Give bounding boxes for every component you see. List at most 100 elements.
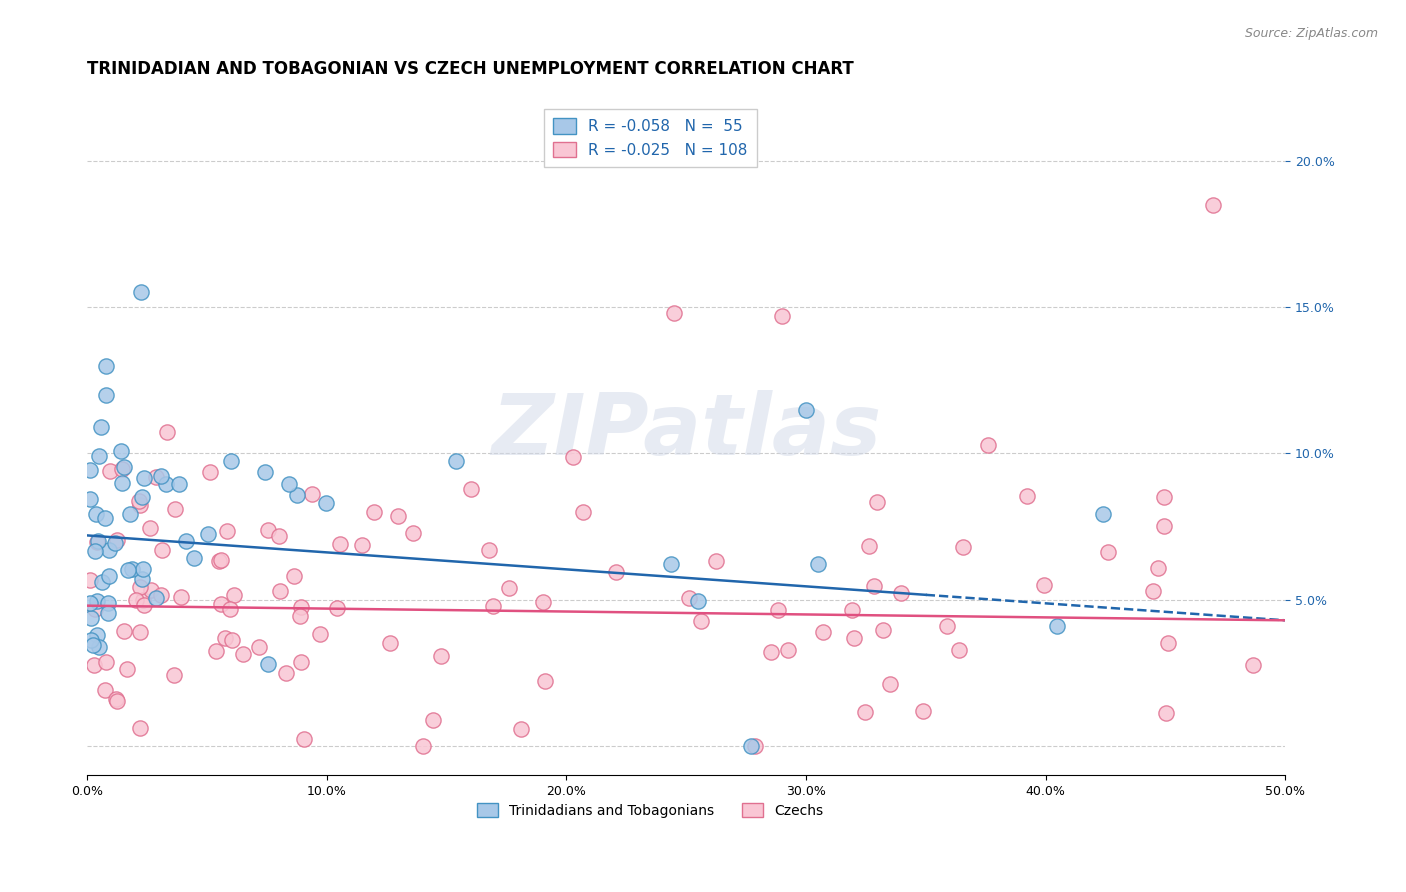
Point: [128, 625, 150, 640]
Point: [129, 722, 152, 736]
Point: [104, 692, 127, 706]
Point: [169, 476, 191, 491]
Point: [290, 599, 312, 614]
Point: [86, 593, 108, 607]
Point: [879, 677, 901, 691]
Point: [278, 476, 301, 491]
Point: [132, 592, 155, 607]
Point: [219, 454, 242, 468]
Point: [1092, 507, 1115, 521]
Point: [125, 593, 148, 607]
Point: [363, 505, 385, 519]
Text: TRINIDADIAN AND TOBAGONIAN VS CZECH UNEMPLOYMENT CORRELATION CHART: TRINIDADIAN AND TOBAGONIAN VS CZECH UNEM…: [87, 60, 853, 78]
Point: [183, 551, 205, 566]
Point: [430, 648, 453, 663]
Point: [744, 739, 766, 754]
Point: [387, 508, 409, 523]
Point: [1142, 584, 1164, 599]
Point: [269, 584, 291, 599]
Point: [858, 539, 880, 553]
Point: [326, 601, 349, 615]
Point: [145, 470, 167, 484]
Point: [131, 490, 153, 504]
Point: [214, 631, 236, 645]
Point: [98, 543, 121, 558]
Point: [84, 544, 107, 558]
Point: [84, 601, 107, 615]
Point: [79, 573, 101, 587]
Point: [221, 632, 243, 647]
Point: [1243, 657, 1265, 672]
Point: [98, 569, 121, 583]
Point: [1147, 561, 1170, 575]
Point: [103, 536, 125, 550]
Point: [79, 463, 101, 477]
Point: [678, 591, 700, 605]
Point: [254, 465, 277, 479]
Point: [141, 582, 163, 597]
Point: [134, 599, 156, 613]
Point: [768, 602, 790, 616]
Point: [482, 599, 505, 614]
Point: [498, 581, 520, 595]
Point: [90, 575, 112, 590]
Point: [690, 614, 713, 628]
Point: [83, 657, 105, 672]
Point: [1154, 706, 1177, 720]
Point: [936, 618, 959, 632]
Point: [285, 488, 308, 502]
Point: [1046, 618, 1069, 632]
Point: [301, 487, 323, 501]
Point: [129, 285, 152, 300]
Point: [165, 502, 187, 516]
Point: [96, 359, 118, 373]
Point: [209, 553, 232, 567]
Point: [352, 538, 374, 552]
Point: [704, 554, 727, 568]
Point: [150, 542, 173, 557]
Point: [1157, 636, 1180, 650]
Point: [155, 477, 177, 491]
Point: [659, 557, 682, 571]
Point: [163, 667, 186, 681]
Point: [534, 674, 557, 689]
Point: [863, 579, 886, 593]
Point: [170, 591, 193, 605]
Point: [952, 540, 974, 554]
Point: [219, 602, 242, 616]
Point: [274, 666, 297, 681]
Point: [79, 596, 101, 610]
Point: [224, 588, 246, 602]
Point: [132, 561, 155, 575]
Point: [89, 640, 111, 654]
Point: [422, 713, 444, 727]
Point: [79, 491, 101, 506]
Point: [853, 706, 876, 720]
Point: [1033, 578, 1056, 592]
Point: [288, 609, 311, 624]
Point: [198, 465, 221, 479]
Point: [84, 508, 107, 522]
Point: [329, 537, 352, 551]
Point: [309, 626, 332, 640]
Point: [89, 449, 111, 463]
Point: [94, 511, 117, 525]
Point: [1015, 489, 1038, 503]
Text: ZIPatlas: ZIPatlas: [491, 390, 882, 473]
Point: [90, 420, 112, 434]
Point: [740, 739, 762, 754]
Point: [105, 694, 128, 708]
Point: [174, 534, 197, 549]
Point: [770, 309, 793, 323]
Point: [256, 657, 278, 671]
Point: [283, 569, 305, 583]
Point: [197, 527, 219, 541]
Point: [132, 471, 155, 485]
Point: [209, 597, 232, 611]
Point: [446, 454, 468, 468]
Point: [378, 636, 401, 650]
Point: [561, 450, 583, 464]
Point: [778, 643, 800, 657]
Point: [128, 498, 150, 512]
Point: [872, 624, 894, 638]
